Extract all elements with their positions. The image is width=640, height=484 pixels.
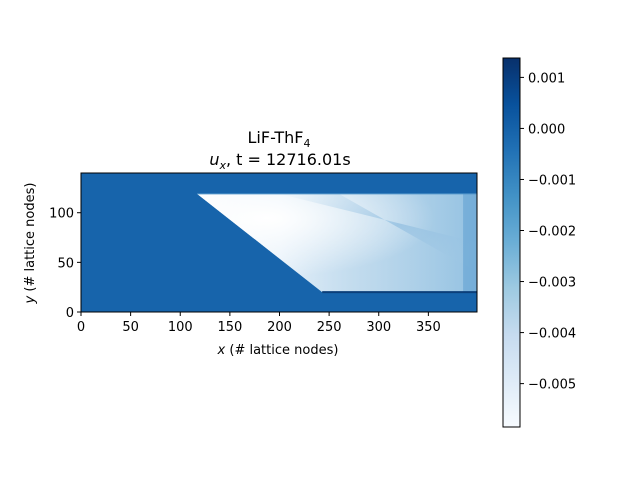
x-axis: 0 50 100 150 200 250 300 350 <box>77 312 441 335</box>
x-tick-label: 200 <box>267 320 292 335</box>
colorbar-tick-label: −0.003 <box>528 276 576 291</box>
colorbar-ticks: 0.001 0.000 −0.001 −0.002 −0.003 −0.004 −0.005 <box>520 71 576 393</box>
wake-right-edge <box>463 193 477 293</box>
chart-title-line1: LiF-ThF4 <box>248 128 311 150</box>
chart-title-line2: ux, t = 12716.01s <box>209 150 350 172</box>
wake-glow <box>197 193 477 293</box>
y-axis: 0 50 100 <box>49 207 81 321</box>
x-tick-label: 250 <box>317 320 342 335</box>
y-axis-label: y (# lattice nodes) <box>23 183 38 305</box>
x-axis-label-var: x <box>217 343 226 358</box>
y-axis-label-var: y <box>23 295 38 304</box>
wake-streak <box>279 193 477 273</box>
y-tick-label: 0 <box>66 306 74 321</box>
x-tick-label: 350 <box>416 320 441 335</box>
title-rest: , t = 12716.01s <box>226 150 351 169</box>
wake-region <box>197 193 477 294</box>
x-axis-label: x (# lattice nodes) <box>217 343 339 358</box>
heatmap-plot <box>81 173 477 312</box>
title-var: u <box>209 150 219 169</box>
title-main: LiF-ThF <box>248 128 304 147</box>
x-tick-label: 150 <box>217 320 242 335</box>
colorbar-tick-label: 0.001 <box>528 71 565 86</box>
colorbar-tick-label: −0.002 <box>528 225 576 240</box>
y-axis-label-text: (# lattice nodes) <box>23 183 38 296</box>
x-tick-label: 100 <box>168 320 193 335</box>
colorbar-tick-label: −0.001 <box>528 173 576 188</box>
x-axis-label-text: (# lattice nodes) <box>225 343 338 358</box>
colorbar-tick-label: −0.005 <box>528 378 576 393</box>
x-tick-label: 0 <box>77 320 85 335</box>
y-tick-label: 50 <box>57 256 74 271</box>
colorbar-tick-label: −0.004 <box>528 327 576 342</box>
y-tick-label: 100 <box>49 207 74 222</box>
x-tick-label: 50 <box>122 320 139 335</box>
title-var-sub: x <box>218 159 226 172</box>
title-sub: 4 <box>303 137 310 150</box>
colorbar-tick-label: 0.000 <box>528 122 565 137</box>
x-tick-label: 300 <box>366 320 391 335</box>
colorbar <box>502 57 521 428</box>
